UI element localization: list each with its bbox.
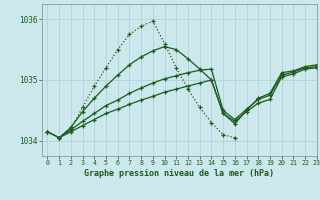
X-axis label: Graphe pression niveau de la mer (hPa): Graphe pression niveau de la mer (hPa) bbox=[84, 169, 274, 178]
